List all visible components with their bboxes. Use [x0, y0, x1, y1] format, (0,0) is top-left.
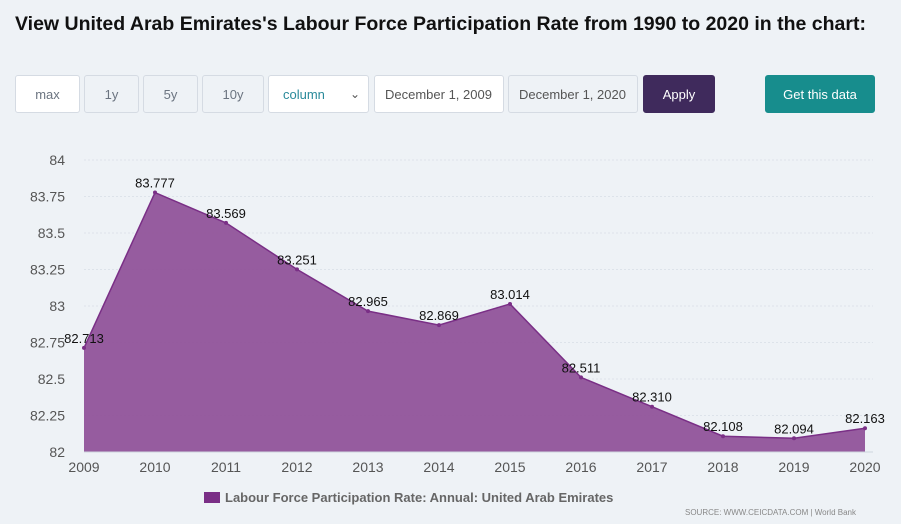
data-point	[863, 426, 867, 431]
data-point	[508, 301, 512, 306]
y-tick-label: 84	[49, 152, 65, 168]
area-chart: 82 82.25 82.5 82.75 83 83.25 83.5 83.75 84 82.713…	[30, 152, 885, 475]
data-label: 82.965	[348, 294, 388, 309]
data-point	[579, 375, 583, 380]
area-series-line	[83, 191, 866, 440]
chart-type-select[interactable]: column ⌄	[268, 75, 369, 113]
get-data-button[interactable]: Get this data	[765, 75, 875, 113]
y-tick-label: 83.25	[30, 262, 65, 278]
x-tick-label: 2009	[68, 459, 99, 475]
data-label: 82.511	[562, 360, 601, 375]
data-label: 83.569	[206, 206, 246, 221]
x-tick-label: 2018	[707, 459, 738, 475]
legend-label: Labour Force Participation Rate: Annual:…	[225, 490, 614, 505]
y-tick-label: 82.25	[30, 408, 65, 424]
chevron-down-icon: ⌄	[349, 87, 360, 101]
y-tick-label: 82	[49, 444, 65, 460]
data-label: 82.869	[419, 308, 459, 323]
data-point	[721, 434, 725, 439]
data-label: 82.713	[64, 331, 104, 346]
x-tick-label: 2012	[281, 459, 312, 475]
range-5y-button[interactable]: 5y	[143, 75, 198, 113]
y-tick-label: 83	[49, 298, 65, 314]
page-title: View United Arab Emirates's Labour Force…	[15, 13, 866, 35]
y-tick-label: 83.75	[30, 189, 65, 205]
data-point	[650, 404, 654, 409]
x-tick-label: 2019	[778, 459, 809, 475]
x-tick-label: 2010	[139, 459, 170, 475]
range-10y-button[interactable]: 10y	[202, 75, 264, 113]
x-tick-label: 2020	[849, 459, 880, 475]
x-tick-label: 2017	[636, 459, 667, 475]
x-tick-label: 2013	[352, 459, 383, 475]
end-date-input[interactable]: December 1, 2020	[508, 75, 638, 113]
range-1y-button[interactable]: 1y	[84, 75, 139, 113]
source-note: SOURCE: WWW.CEICDATA.COM | World Bank	[685, 508, 856, 517]
data-label: 83.014	[490, 287, 530, 302]
data-point	[224, 220, 228, 225]
x-tick-label: 2011	[211, 459, 241, 475]
data-label: 83.251	[277, 252, 317, 267]
data-point	[82, 345, 86, 350]
x-tick-label: 2015	[494, 459, 525, 475]
legend-swatch	[204, 492, 220, 503]
start-date-input[interactable]: December 1, 2009	[374, 75, 504, 113]
data-point	[153, 190, 157, 195]
data-label: 82.108	[703, 419, 743, 434]
data-label: 82.310	[632, 390, 672, 405]
x-tick-label: 2014	[423, 459, 454, 475]
chart-legend[interactable]: Labour Force Participation Rate: Annual:…	[204, 490, 613, 505]
y-tick-label: 83.5	[38, 225, 65, 241]
y-tick-label: 82.75	[30, 335, 65, 351]
data-point	[792, 436, 796, 441]
y-tick-label: 82.5	[38, 371, 65, 387]
data-label: 83.777	[135, 176, 175, 191]
data-point	[366, 309, 370, 314]
area-series	[84, 192, 865, 453]
apply-button[interactable]: Apply	[643, 75, 715, 113]
data-label: 82.163	[845, 411, 885, 426]
data-point	[295, 267, 299, 272]
chart-type-value: column	[283, 86, 325, 102]
data-point	[437, 323, 441, 328]
x-tick-label: 2016	[565, 459, 596, 475]
range-max-button[interactable]: max	[15, 75, 80, 113]
data-label: 82.094	[774, 421, 814, 436]
